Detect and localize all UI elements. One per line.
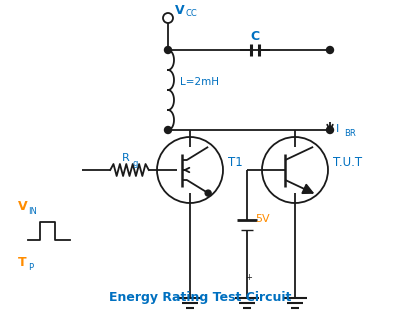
Text: T: T: [18, 256, 26, 269]
Text: +: +: [245, 274, 252, 282]
Text: IN: IN: [28, 207, 37, 216]
Text: T1: T1: [228, 155, 243, 168]
Text: I: I: [336, 124, 339, 134]
Circle shape: [205, 190, 211, 196]
Circle shape: [326, 126, 334, 134]
Circle shape: [326, 46, 334, 53]
Circle shape: [164, 46, 172, 53]
Text: P: P: [28, 262, 33, 271]
Text: V: V: [175, 3, 184, 17]
Text: R: R: [122, 153, 130, 163]
Text: C: C: [251, 30, 259, 42]
Text: g: g: [132, 158, 138, 168]
Text: 5V: 5V: [255, 214, 269, 224]
Text: L=2mH: L=2mH: [180, 77, 219, 87]
Circle shape: [164, 126, 172, 134]
Text: Energy Rating Test Circuit: Energy Rating Test Circuit: [109, 291, 291, 305]
Text: CC: CC: [185, 9, 197, 18]
Text: BR: BR: [344, 129, 356, 138]
Polygon shape: [302, 184, 313, 193]
Text: T.U.T: T.U.T: [333, 155, 362, 168]
Text: V: V: [18, 199, 28, 212]
